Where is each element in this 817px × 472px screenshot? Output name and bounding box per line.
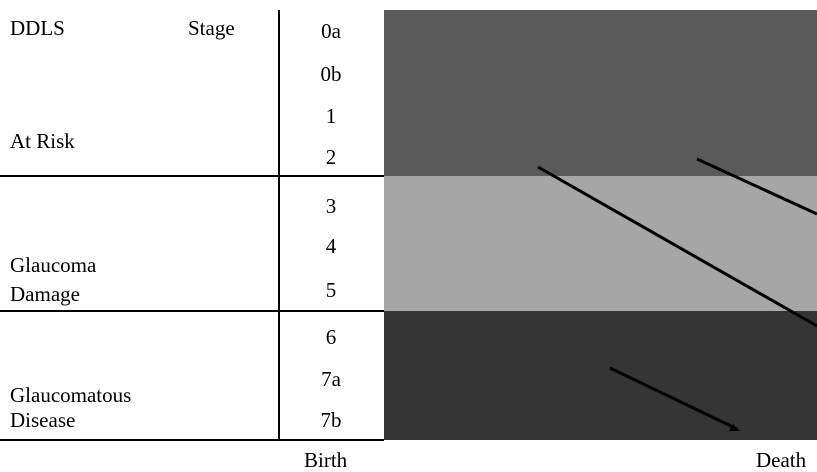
trajectory-arrow-line: [609, 366, 734, 429]
stage-6: 6: [325, 325, 337, 349]
table-bottom-rule: [0, 439, 384, 441]
ddls-header: DDLS: [10, 16, 65, 40]
timeline-death-label: Death: [756, 448, 807, 472]
stage-column-left-rule: [278, 10, 280, 441]
stage-7b: 7b: [320, 408, 342, 432]
group-label-disease: Disease: [10, 408, 76, 432]
stage-7a: 7a: [321, 367, 341, 391]
stage-2: 2: [325, 145, 337, 169]
band-at-risk: [384, 10, 817, 176]
group-divider-1: [0, 175, 384, 177]
stage-header: Stage: [188, 16, 235, 40]
group-label-glaucomatous: Glaucomatous: [10, 383, 132, 407]
trajectory-line-1: [537, 165, 817, 328]
band-glaucoma-damage: [384, 176, 817, 311]
trajectory-line-2: [696, 157, 817, 216]
stage-1: 1: [325, 104, 337, 128]
stage-0b: 0b: [320, 62, 342, 86]
group-label-glaucoma: Glaucoma: [10, 253, 97, 277]
group-label-at-risk: At Risk: [10, 129, 75, 153]
stage-3: 3: [325, 194, 337, 218]
group-divider-2: [0, 310, 384, 312]
stage-4: 4: [325, 234, 337, 258]
stage-5: 5: [325, 278, 337, 302]
group-label-damage: Damage: [10, 282, 80, 306]
timeline-birth-label: Birth: [304, 448, 348, 472]
band-glaucomatous-disease: [384, 311, 817, 440]
trajectory-arrowhead: [729, 424, 740, 431]
stage-0a: 0a: [321, 19, 341, 43]
